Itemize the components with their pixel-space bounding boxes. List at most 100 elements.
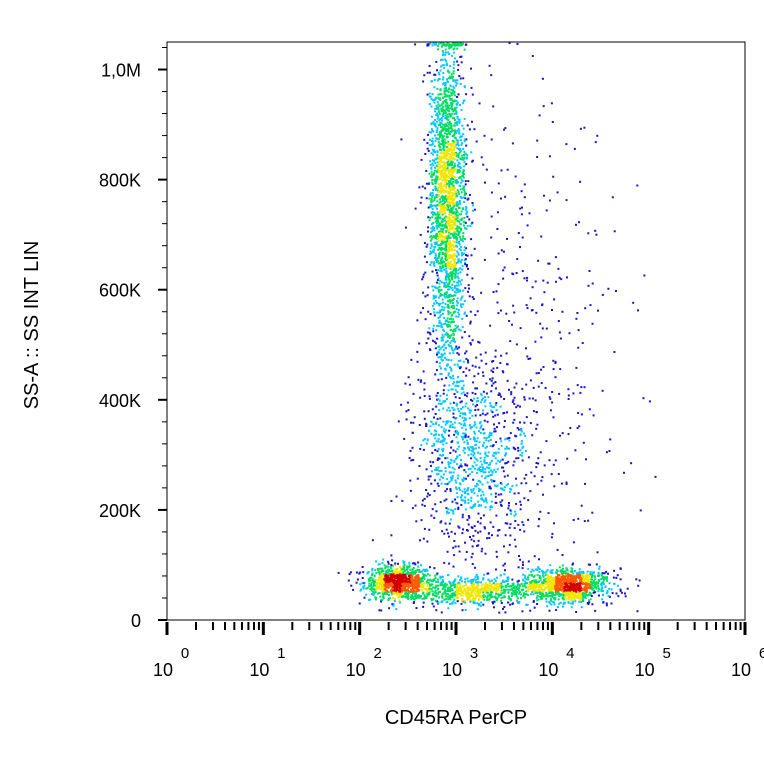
data-point bbox=[417, 597, 420, 600]
data-point bbox=[454, 153, 457, 156]
data-point bbox=[456, 101, 459, 104]
data-point bbox=[454, 272, 457, 275]
data-point bbox=[559, 601, 562, 604]
data-point bbox=[437, 277, 440, 280]
data-point bbox=[446, 222, 449, 225]
data-point bbox=[401, 568, 404, 571]
data-point bbox=[452, 340, 455, 342]
data-point bbox=[433, 314, 436, 317]
data-point bbox=[446, 149, 449, 152]
data-point bbox=[580, 578, 583, 581]
data-point bbox=[429, 250, 432, 253]
data-point bbox=[436, 189, 439, 192]
data-point bbox=[445, 331, 448, 334]
data-point bbox=[454, 94, 457, 97]
data-point bbox=[440, 108, 443, 111]
data-point bbox=[427, 216, 430, 219]
data-point bbox=[423, 74, 426, 77]
data-point bbox=[591, 582, 594, 585]
data-point bbox=[446, 596, 449, 598]
data-point bbox=[547, 589, 550, 592]
data-point bbox=[438, 362, 441, 365]
data-point bbox=[385, 591, 388, 594]
data-point bbox=[430, 223, 433, 226]
data-point bbox=[443, 329, 445, 332]
data-point bbox=[445, 95, 447, 98]
data-point bbox=[373, 584, 376, 587]
data-point bbox=[579, 588, 582, 591]
data-point bbox=[450, 248, 453, 250]
data-point bbox=[457, 233, 460, 236]
data-point bbox=[541, 572, 544, 575]
data-point bbox=[440, 324, 443, 327]
data-point bbox=[576, 572, 579, 574]
data-point bbox=[427, 310, 430, 313]
data-point bbox=[446, 305, 449, 308]
data-point bbox=[434, 205, 437, 208]
data-point bbox=[450, 276, 453, 278]
data-point bbox=[448, 113, 451, 116]
data-point bbox=[369, 598, 372, 601]
data-point bbox=[394, 583, 397, 585]
data-point bbox=[548, 578, 551, 581]
data-point bbox=[452, 193, 455, 196]
data-point bbox=[535, 581, 537, 584]
data-point bbox=[437, 578, 439, 581]
data-point bbox=[504, 584, 507, 587]
data-point bbox=[452, 244, 455, 247]
data-point bbox=[448, 214, 451, 217]
data-point bbox=[482, 578, 485, 581]
data-point bbox=[449, 256, 452, 259]
data-point bbox=[453, 286, 456, 289]
data-point bbox=[466, 577, 469, 580]
data-point bbox=[462, 590, 465, 593]
data-point bbox=[410, 571, 413, 574]
data-point bbox=[557, 606, 559, 609]
data-point bbox=[435, 281, 438, 284]
data-point bbox=[619, 578, 622, 581]
data-point bbox=[435, 104, 438, 107]
data-point bbox=[461, 426, 464, 429]
data-point bbox=[590, 587, 593, 590]
data-point bbox=[508, 526, 511, 529]
data-point bbox=[448, 288, 451, 291]
data-point bbox=[448, 384, 451, 387]
data-point bbox=[466, 224, 469, 227]
data-point bbox=[444, 400, 447, 403]
data-point bbox=[407, 592, 410, 595]
data-point bbox=[460, 178, 463, 181]
data-point bbox=[430, 80, 433, 83]
data-point bbox=[604, 585, 607, 588]
data-point bbox=[446, 89, 449, 92]
data-point bbox=[448, 586, 450, 589]
data-point bbox=[376, 583, 379, 586]
data-point bbox=[444, 205, 446, 208]
data-point bbox=[414, 569, 417, 572]
data-point bbox=[512, 399, 515, 402]
data-point bbox=[439, 88, 442, 91]
data-point bbox=[503, 573, 506, 576]
data-point bbox=[467, 267, 469, 270]
data-point bbox=[617, 584, 619, 587]
data-point bbox=[491, 595, 493, 598]
data-point bbox=[458, 454, 461, 457]
data-point bbox=[475, 594, 478, 597]
data-point bbox=[458, 162, 461, 165]
data-point bbox=[442, 166, 444, 169]
data-point bbox=[468, 287, 470, 290]
data-point bbox=[489, 402, 492, 405]
data-point bbox=[369, 579, 372, 582]
data-point bbox=[455, 404, 458, 407]
data-point bbox=[433, 151, 436, 154]
data-point bbox=[447, 300, 450, 302]
data-point bbox=[525, 593, 528, 596]
data-point bbox=[422, 291, 425, 294]
data-point bbox=[540, 597, 542, 600]
data-point bbox=[561, 564, 564, 567]
data-point bbox=[370, 583, 372, 586]
data-point bbox=[430, 597, 433, 600]
data-point bbox=[568, 587, 571, 590]
data-point bbox=[442, 239, 445, 242]
data-point bbox=[587, 576, 589, 579]
